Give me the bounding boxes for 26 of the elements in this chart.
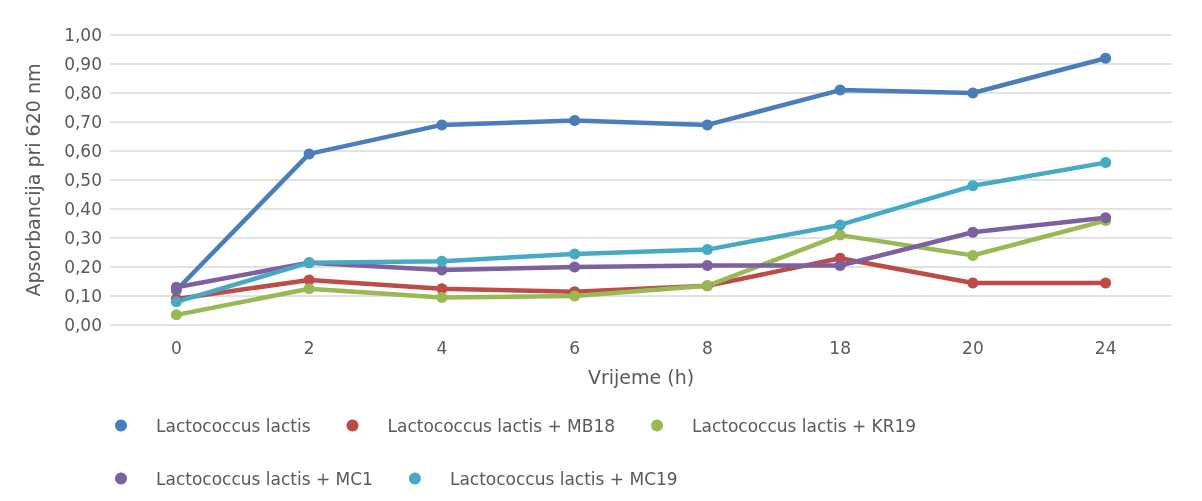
x-tick-label: 4 <box>436 337 448 358</box>
y-tick-label: 0,60 <box>64 141 102 161</box>
y-tick-label: 0,40 <box>64 199 102 219</box>
y-tick-label: 0,00 <box>64 315 102 335</box>
x-tick-label: 2 <box>303 337 315 358</box>
legend-label: Lactococcus lactis + KR19 <box>692 415 917 436</box>
y-tick-label: 0,90 <box>64 54 102 74</box>
y-axis-title: Apsorbancija pri 620 nm <box>21 63 44 297</box>
x-axis-title: Vrijeme (h) <box>587 365 695 388</box>
x-tick-label: 6 <box>569 337 581 358</box>
x-tick-label: 20 <box>962 337 984 358</box>
y-tick-label: 0,80 <box>64 83 102 103</box>
y-tick-label: 0,70 <box>64 112 102 132</box>
x-tick-label: 8 <box>701 337 713 358</box>
legend-label: Lactococcus lactis + MB18 <box>387 415 616 436</box>
y-tick-label: 0,20 <box>64 257 102 277</box>
y-tick-label: 0,30 <box>64 228 102 248</box>
y-tick-label: 0,10 <box>64 286 102 306</box>
x-tick-label: 24 <box>1094 337 1117 358</box>
y-tick-label: 0,50 <box>64 170 102 190</box>
legend-label: Lactococcus lactis <box>156 415 311 436</box>
x-tick-label: 18 <box>829 337 851 358</box>
legend-label: Lactococcus lactis + MC19 <box>449 468 678 489</box>
y-tick-label: 1,00 <box>64 25 102 45</box>
legend-label: Lactococcus lactis + MC1 <box>156 468 373 489</box>
x-tick-label: 0 <box>170 337 182 358</box>
